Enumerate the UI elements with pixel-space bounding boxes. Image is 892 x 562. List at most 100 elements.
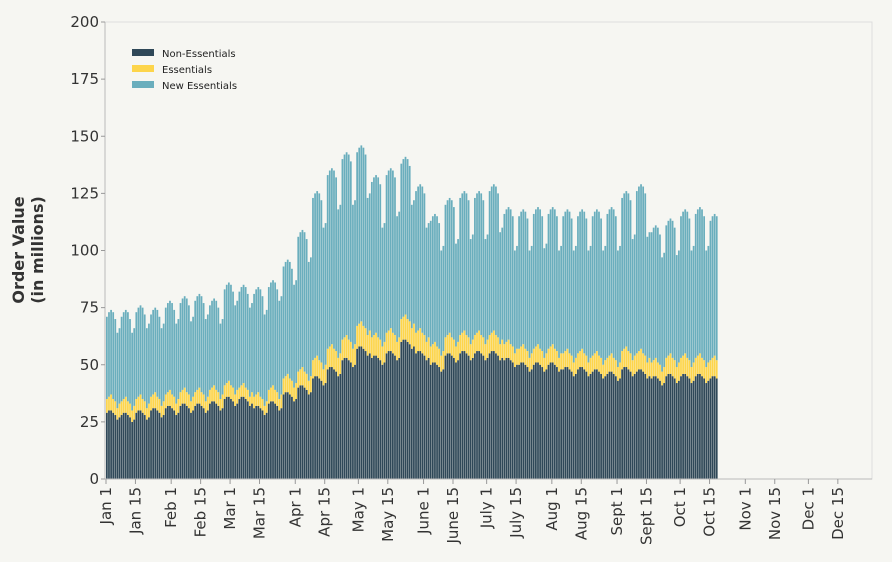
bar-essentials (650, 362, 653, 379)
bar-non-essentials (484, 360, 487, 479)
bar-new-essentials (400, 163, 403, 320)
bar-essentials (267, 389, 270, 404)
bar-new-essentials (642, 186, 645, 354)
bar-new-essentials (478, 191, 480, 331)
bar-new-essentials (200, 296, 203, 393)
bar-essentials (354, 344, 356, 365)
bar-new-essentials (288, 261, 291, 379)
bar-non-essentials (659, 380, 661, 479)
bar-essentials (349, 341, 352, 363)
bar-essentials (394, 335, 396, 356)
bar-essentials (406, 319, 409, 342)
bar-new-essentials (713, 213, 716, 356)
bar-essentials (404, 314, 407, 340)
bar-non-essentials (280, 408, 283, 479)
bar-new-essentials (398, 211, 401, 338)
bar-non-essentials (354, 364, 356, 479)
bar-essentials (528, 357, 531, 372)
bar-non-essentials (513, 367, 516, 479)
y-tick-label: 100 (70, 242, 99, 260)
bar-non-essentials (389, 351, 392, 479)
bar-new-essentials (680, 216, 682, 358)
bar-non-essentials (623, 367, 626, 479)
bar-new-essentials (457, 239, 459, 342)
bar-non-essentials (450, 355, 453, 479)
bar-new-essentials (257, 287, 260, 393)
x-tick-label: Mar 15 (251, 487, 269, 539)
bar-essentials (566, 348, 569, 368)
bar-essentials (249, 396, 251, 406)
bar-new-essentials (600, 218, 602, 358)
bar-non-essentials (188, 408, 190, 479)
bar-non-essentials (562, 369, 565, 479)
bar-non-essentials (532, 364, 535, 479)
bar-non-essentials (305, 389, 308, 479)
bar-essentials (181, 389, 184, 404)
bar-essentials (278, 399, 281, 411)
bar-new-essentials (240, 287, 243, 386)
bar-new-essentials (541, 216, 544, 352)
bar-non-essentials (320, 380, 323, 479)
bar-new-essentials (343, 154, 346, 338)
x-tick-label: Aug 15 (572, 487, 590, 540)
bar-non-essentials (171, 408, 173, 479)
bar-new-essentials (383, 223, 386, 342)
bar-new-essentials (431, 216, 434, 345)
bar-essentials (225, 383, 228, 397)
x-tick-label: May 15 (379, 487, 397, 542)
bar-new-essentials (448, 197, 451, 333)
bar-essentials (465, 335, 468, 354)
bar-essentials (635, 353, 638, 372)
bar-new-essentials (381, 227, 384, 347)
bar-new-essentials (438, 223, 441, 349)
bar-non-essentials (667, 373, 670, 479)
bar-new-essentials (492, 184, 495, 331)
bar-non-essentials (427, 357, 430, 479)
bar-new-essentials (442, 245, 445, 352)
bar-non-essentials (120, 415, 123, 479)
bar-new-essentials (316, 191, 319, 356)
bar-non-essentials (646, 378, 649, 479)
bar-non-essentials (337, 376, 340, 479)
bar-new-essentials (707, 245, 710, 363)
bar-essentials (112, 399, 115, 413)
bar-new-essentials (139, 305, 142, 395)
bar-non-essentials (406, 341, 409, 479)
bar-new-essentials (556, 216, 558, 352)
legend-label: Essentials (162, 65, 212, 76)
bar-essentials (352, 348, 354, 368)
bar-essentials (240, 385, 243, 397)
bar-non-essentials (316, 376, 319, 479)
bar-new-essentials (562, 216, 565, 354)
bar-new-essentials (213, 298, 215, 386)
bar-non-essentials (259, 408, 262, 479)
bar-non-essentials (694, 376, 697, 479)
bar-new-essentials (267, 287, 270, 390)
bar-non-essentials (263, 415, 266, 479)
bar-new-essentials (318, 193, 321, 361)
bar-non-essentials (307, 394, 310, 479)
bar-new-essentials (112, 312, 115, 400)
bar-essentials (421, 332, 424, 354)
bar-essentials (593, 353, 596, 370)
bar-non-essentials (244, 399, 247, 479)
bar-essentials (425, 341, 428, 361)
bar-new-essentials (152, 309, 155, 395)
bar-essentials (188, 394, 190, 409)
bars (106, 145, 718, 480)
bar-non-essentials (518, 364, 520, 479)
bar-non-essentials (114, 415, 117, 479)
bar-new-essentials (572, 250, 575, 363)
bar-essentials (476, 332, 478, 352)
bar-new-essentials (513, 250, 516, 354)
bar-essentials (696, 355, 699, 374)
bar-new-essentials (467, 200, 470, 338)
bar-non-essentials (352, 367, 354, 479)
bar-non-essentials (392, 353, 394, 479)
x-tick-label: Dec 15 (829, 487, 847, 540)
bar-non-essentials (221, 408, 224, 479)
bar-essentials (415, 332, 417, 354)
bar-non-essentials (583, 369, 586, 479)
bar-essentials (251, 392, 253, 404)
bar-essentials (638, 351, 640, 370)
